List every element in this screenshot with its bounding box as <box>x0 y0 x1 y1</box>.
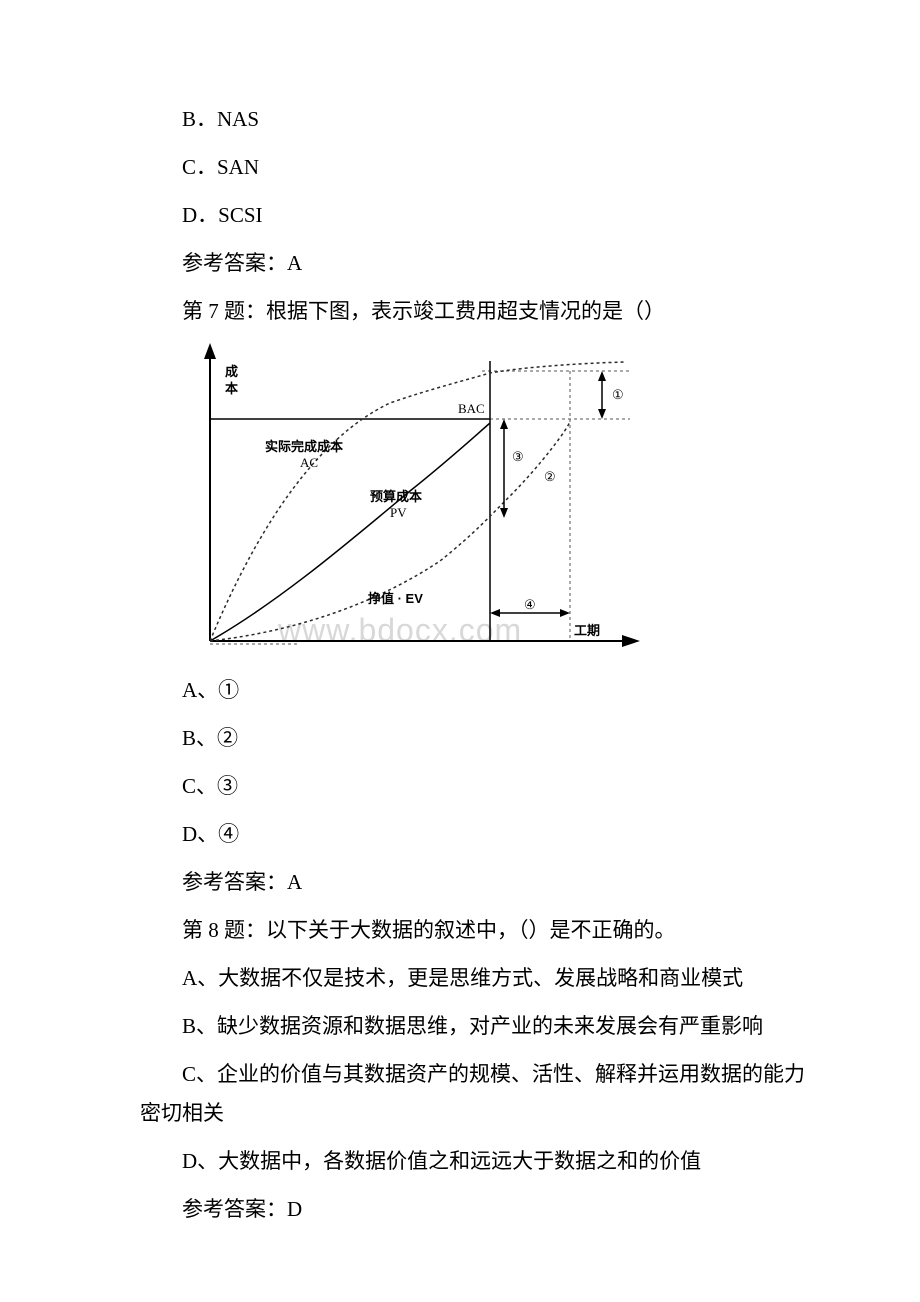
marker4-arrow-r <box>560 609 570 617</box>
q7-option-c: C、③ <box>140 767 810 807</box>
q8-stem: 第 8 题：以下关于大数据的叙述中，（）是不正确的。 <box>140 911 810 951</box>
marker3-arrow-up <box>500 419 508 429</box>
marker1-arrow-dn <box>598 409 606 419</box>
pv-label-l1: 预算成本 <box>370 489 422 504</box>
q8-option-c: C、企业的价值与其数据资产的规模、活性、解释并运用数据的能力密切相关 <box>140 1055 810 1135</box>
q7-answer: 参考答案：A <box>140 863 810 903</box>
q8-option-b: B、缺少数据资源和数据思维，对产业的未来发展会有严重影响 <box>140 1007 810 1047</box>
watermark-text: www.bdocx.com <box>277 612 522 648</box>
bac-label: BAC <box>458 401 485 416</box>
q6-answer: 参考答案：A <box>140 244 810 284</box>
ac-label-l1: 实际完成成本 <box>265 439 343 454</box>
q6-option-b: B．NAS <box>140 100 810 140</box>
ev-label: 挣值 · EV <box>368 591 423 606</box>
marker1: ① <box>612 387 624 402</box>
q8-answer: 参考答案：D <box>140 1190 810 1230</box>
y-label-line1: 成 <box>225 364 238 379</box>
q7-stem: 第 7 题：根据下图，表示竣工费用超支情况的是（） <box>140 292 810 332</box>
ac-label-l2: AC <box>300 455 318 470</box>
q7-option-d: D、④ <box>140 815 810 855</box>
pv-curve <box>210 423 490 641</box>
q7-chart: www.bdocx.com 成 本 工期 BAC 实际完成成本 AC 预算成本 … <box>170 341 810 661</box>
marker1-arrow-up <box>598 371 606 381</box>
x-label: 工期 <box>574 623 600 638</box>
q6-option-d: D．SCSI <box>140 196 810 236</box>
marker3: ③ <box>512 449 524 464</box>
q8-option-d: D、大数据中，各数据价值之和远远大于数据之和的价值 <box>140 1142 810 1182</box>
marker2: ② <box>544 469 556 484</box>
y-label-line2: 本 <box>225 381 238 396</box>
q6-option-c: C．SAN <box>140 148 810 188</box>
q8-option-a: A、大数据不仅是技术，更是思维方式、发展战略和商业模式 <box>140 959 810 999</box>
marker4: ④ <box>524 597 536 612</box>
marker3-arrow-dn <box>500 508 508 518</box>
pv-label-l2: PV <box>390 505 407 520</box>
x-axis-arrow <box>622 635 640 647</box>
q7-option-a: A、① <box>140 671 810 711</box>
q7-option-b: B、② <box>140 719 810 759</box>
y-axis-arrow <box>204 343 216 359</box>
